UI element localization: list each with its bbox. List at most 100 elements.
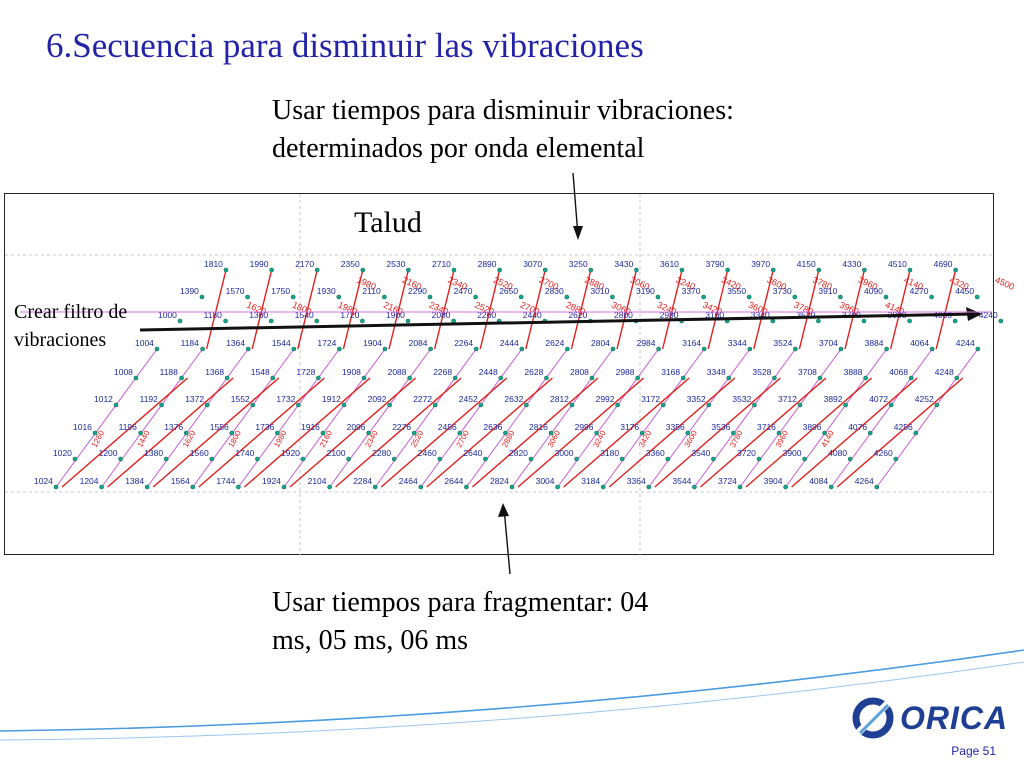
blast-hole: [574, 456, 579, 462]
blast-hole: [268, 318, 274, 324]
blast-hole: [907, 318, 912, 324]
hole-time-label: 4690: [934, 259, 953, 269]
delay-lines: [61, 269, 964, 488]
hole-time-label: 4260: [874, 448, 893, 458]
hole-time-label: 3344: [728, 338, 747, 348]
blast-hole: [646, 484, 652, 490]
echelon-line: [602, 348, 705, 488]
blast-hole: [656, 346, 661, 352]
hole-time-label: 4068: [889, 367, 908, 377]
hole-time-label: 1720: [340, 310, 359, 320]
blast-hole: [406, 267, 411, 273]
hole-time-label: 2100: [327, 448, 346, 458]
blast-hole: [451, 267, 457, 273]
delay-line: [289, 377, 417, 488]
hole-time-label: 2460: [418, 448, 437, 458]
blast-hole: [314, 318, 320, 324]
echelon-line: [830, 348, 933, 488]
hole-time-label: 1360: [249, 310, 268, 320]
caption-fragmentation-times: Usar tiempos para fragmentar: 04 ms, 05 …: [272, 584, 648, 660]
blast-hole: [245, 294, 250, 300]
blast-hole: [660, 402, 666, 408]
delay-line: [753, 269, 774, 350]
hole-time-label: 2268: [433, 367, 452, 377]
hole-time-label: 2276: [392, 422, 411, 432]
blast-hole: [679, 267, 685, 273]
hole-time-label: 2996: [575, 422, 594, 432]
hole-time-label: 1004: [135, 338, 154, 348]
blast-hole: [725, 267, 730, 273]
blast-hole: [770, 267, 776, 273]
hole-time-label: 3070: [523, 259, 542, 269]
blast-hole: [519, 346, 525, 352]
echelon-line: [101, 348, 204, 488]
blast-hole: [53, 484, 59, 490]
hole-time-label: 3352: [687, 394, 706, 404]
hole-time-label: 2456: [438, 422, 457, 432]
delay-line: [791, 377, 918, 488]
orica-logo-text: ORICA: [900, 699, 1009, 736]
hole-time-label: 1380: [144, 448, 163, 458]
hole-time-label: 3888: [844, 367, 863, 377]
blast-hole: [179, 375, 184, 381]
hole-time-label: 2980: [660, 310, 679, 320]
blast-hole: [428, 346, 433, 352]
blast-hole: [391, 456, 397, 462]
echelon-delay-label: 1620: [181, 429, 198, 449]
hole-time-label: 4244: [956, 338, 975, 348]
echelon-delay-label: 3060: [546, 429, 563, 449]
hole-time-label: 2624: [545, 338, 564, 348]
footer-swoosh: [0, 649, 1024, 732]
hole-time-label: 3910: [818, 286, 837, 296]
delay-line: [433, 269, 455, 350]
blast-hole: [281, 484, 287, 490]
hole-time-label: 3730: [773, 286, 792, 296]
label-talud: Talud: [354, 206, 422, 239]
echelon-delay-label: 3780: [728, 429, 745, 449]
blast-hole: [747, 346, 753, 352]
delay-line: [935, 269, 957, 350]
hole-time-label: 3176: [620, 422, 639, 432]
hole-time-label: 1728: [296, 367, 315, 377]
blast-hole: [296, 402, 301, 408]
blast-hole: [692, 484, 697, 490]
blast-hole: [731, 430, 736, 436]
blast-hole: [524, 402, 529, 408]
hole-time-label: 1020: [53, 448, 72, 458]
hole-time-label: 3348: [707, 367, 726, 377]
blast-hole: [639, 430, 645, 436]
hole-time-label: 3010: [590, 286, 609, 296]
hole-time-label: 2272: [413, 394, 432, 404]
caption-vibration-times: Usar tiempos para disminuir vibraciones:…: [272, 92, 734, 168]
blast-hole: [888, 402, 894, 408]
hole-time-label: 1564: [171, 476, 190, 486]
hole-time-label: 2104: [308, 476, 327, 486]
blast-hole: [336, 294, 342, 300]
blast-hole: [635, 375, 640, 381]
hole-time-label: 2830: [545, 286, 564, 296]
hole-time-label: 4076: [848, 422, 867, 432]
delay-line: [661, 269, 683, 350]
blast-hole: [133, 375, 139, 381]
blast-hole: [883, 294, 889, 300]
blast-hole: [457, 430, 463, 436]
hole-time-label: 2628: [524, 367, 543, 377]
hole-time-label: 2804: [591, 338, 610, 348]
delay-line: [205, 269, 227, 350]
hole-time-label: 2110: [362, 286, 381, 296]
blast-hole: [863, 375, 868, 381]
hole-time-label: 2088: [388, 367, 407, 377]
blast-hole: [255, 456, 260, 462]
hole-time-label: 2448: [479, 367, 498, 377]
hole-time-label: 1924: [262, 476, 281, 486]
hole-time-label: 3540: [691, 448, 710, 458]
hole-time-label: 3900: [783, 448, 802, 458]
arrow-vibration-line: [572, 172, 579, 237]
blast-hole: [411, 430, 417, 436]
delay-line: [479, 269, 501, 350]
blast-hole: [838, 294, 843, 300]
blast-hole: [528, 456, 534, 462]
blast-hole: [483, 456, 488, 462]
free-face-arrow-line: [139, 312, 976, 332]
hole-time-label: 2280: [372, 448, 391, 458]
